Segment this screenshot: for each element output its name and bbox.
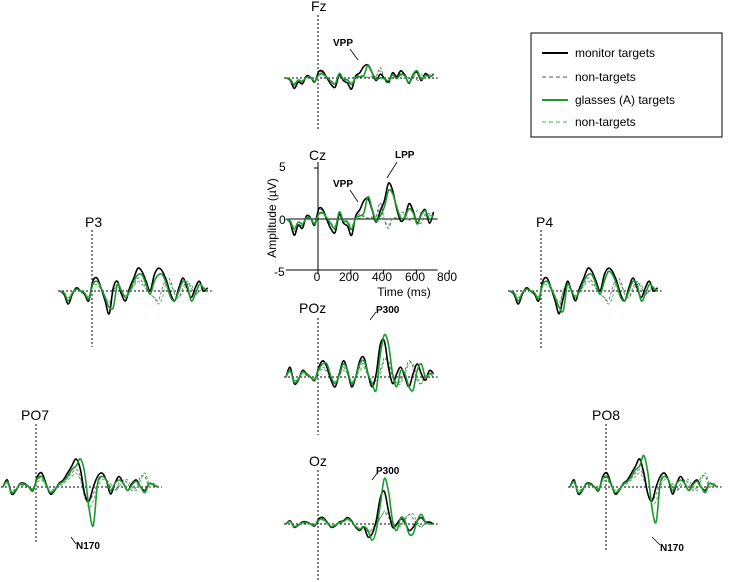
pointer-n170-po8 — [651, 536, 661, 546]
series-line-po8-2 — [569, 454, 718, 524]
legend: monitor targets non-targets glasses (A) … — [530, 32, 723, 138]
panel-cz — [285, 162, 450, 274]
panel-label-cz: Cz — [309, 147, 326, 163]
annotation-vpp-cz: VPP — [333, 179, 353, 190]
annotation-lpp-cz: LPP — [395, 150, 415, 161]
panel-p3 — [58, 230, 212, 347]
legend-label-glasses-nontargets: non-targets — [575, 115, 636, 129]
annotation-n170-po8: N170 — [660, 543, 684, 554]
series-line-p3-2 — [59, 272, 209, 311]
panel-oz — [284, 470, 438, 580]
annotation-pointers — [70, 48, 661, 546]
pointer-vpp-cz — [349, 189, 359, 203]
panel-po7 — [1, 424, 162, 542]
panel-fz — [284, 15, 438, 130]
pointer-vpp-fz — [349, 48, 359, 61]
series-line-po7-0 — [2, 458, 159, 503]
x-tick-600: 600 — [405, 270, 425, 284]
series-line-fz-2 — [285, 64, 434, 86]
series-line-cz-3 — [285, 207, 434, 228]
pointer-p300-poz — [369, 311, 377, 321]
panel-label-p3: P3 — [85, 214, 102, 230]
legend-box — [530, 32, 723, 138]
panel-label-po8: PO8 — [592, 407, 620, 423]
annotation-p300-oz: P300 — [376, 466, 400, 477]
y-tick-5: 5 — [279, 160, 286, 174]
series-line-po7-1 — [2, 468, 159, 502]
panel-label-p4: P4 — [536, 214, 553, 230]
panel-label-poz: POz — [299, 300, 326, 316]
annotation-vpp-fz: VPP — [333, 38, 353, 49]
series-line-cz-2 — [285, 188, 435, 230]
y-tick-0: 0 — [279, 213, 286, 227]
legend-label-monitor-nontargets: non-targets — [575, 70, 636, 84]
x-tick-0: 0 — [314, 270, 321, 284]
annotation-n170-po7: N170 — [76, 541, 100, 552]
series-line-poz-2 — [285, 333, 434, 393]
series-line-po7-2 — [2, 458, 159, 528]
pointer-lpp-cz — [386, 161, 398, 179]
panel-po8 — [568, 424, 722, 550]
panels-layer — [1, 15, 722, 580]
pointer-n170-po7 — [70, 536, 77, 545]
panel-label-fz: Fz — [311, 0, 327, 14]
series-line-fz-1 — [285, 67, 434, 87]
series-line-oz-0 — [285, 490, 434, 539]
x-tick-800: 800 — [437, 270, 457, 284]
panel-p4 — [508, 230, 662, 350]
x-tick-200: 200 — [339, 270, 359, 284]
x-tick-400: 400 — [372, 270, 392, 284]
legend-label-monitor-targets: monitor targets — [575, 46, 655, 60]
annotation-p300-poz: P300 — [376, 305, 400, 316]
series-line-p4-2 — [509, 270, 659, 313]
y-tick-minus5: -5 — [274, 265, 285, 279]
y-axis-label: Amplitude (µV) — [265, 178, 279, 258]
panel-label-oz: Oz — [309, 453, 327, 469]
panel-label-po7: PO7 — [21, 407, 49, 423]
series-line-oz-2 — [285, 477, 434, 542]
panel-poz — [284, 318, 438, 435]
legend-label-glasses-targets: glasses (A) targets — [575, 93, 675, 107]
pointer-p300-oz — [371, 471, 379, 481]
x-axis-label: Time (ms) — [377, 285, 431, 299]
